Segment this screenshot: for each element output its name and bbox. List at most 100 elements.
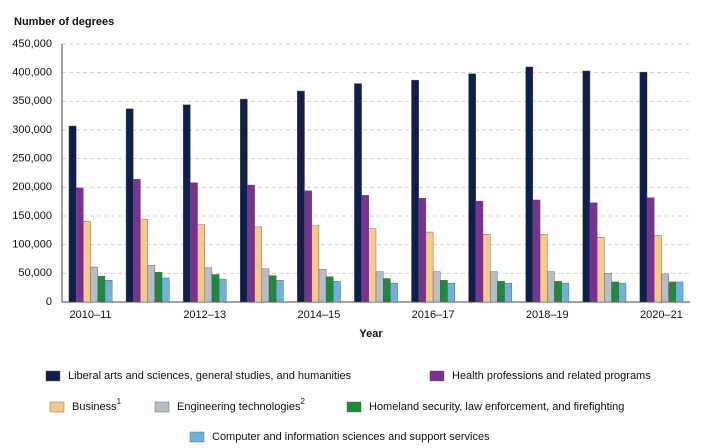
bar xyxy=(489,271,498,303)
bar xyxy=(504,282,512,303)
legend-footnote: 2 xyxy=(301,397,306,406)
x-tick-label: 2010–11 xyxy=(70,309,112,321)
bar xyxy=(582,70,591,303)
bar xyxy=(447,282,455,303)
bar xyxy=(539,234,548,303)
bar xyxy=(554,281,562,303)
bar xyxy=(646,197,655,303)
bar xyxy=(211,274,220,303)
legend-name: Engineering technologies xyxy=(177,401,301,413)
bar xyxy=(497,281,505,303)
bar xyxy=(140,219,148,303)
bar xyxy=(361,195,370,303)
bar xyxy=(375,271,384,303)
bar xyxy=(418,198,427,303)
bar xyxy=(204,267,213,303)
y-tick-label: 300,000 xyxy=(12,124,52,136)
bar xyxy=(390,282,398,303)
legend-name: Computer and information sciences and su… xyxy=(212,431,490,443)
bar xyxy=(247,184,255,303)
legend-swatch xyxy=(429,370,445,382)
bar xyxy=(318,269,327,303)
legend-footnote: 1 xyxy=(117,397,122,406)
bar xyxy=(547,271,555,303)
legend-name: Liberal arts and sciences, general studi… xyxy=(68,370,352,382)
bar xyxy=(268,275,277,303)
legend-label: Computer and information sciences and su… xyxy=(212,431,490,443)
bar xyxy=(218,278,227,303)
x-tick-label: 2018–19 xyxy=(526,309,569,321)
y-tick-label: 150,000 xyxy=(12,210,52,222)
bar xyxy=(125,108,134,303)
bar xyxy=(147,265,156,303)
bar xyxy=(311,225,320,303)
y-tick-label: 100,000 xyxy=(12,239,52,251)
bar xyxy=(97,276,106,303)
bar xyxy=(383,278,391,303)
bar xyxy=(561,282,570,303)
legend-name: Homeland security, law enforcement, and … xyxy=(369,401,624,413)
bar xyxy=(654,235,662,303)
bar xyxy=(197,224,205,303)
bar xyxy=(525,66,534,303)
legend-swatch xyxy=(49,401,65,413)
y-tick-label: 50,000 xyxy=(18,267,52,279)
legend-swatch xyxy=(45,370,61,382)
bar xyxy=(154,271,163,303)
bar xyxy=(368,228,377,303)
x-tick-label: 2014–15 xyxy=(297,309,340,321)
y-tick-label: 250,000 xyxy=(12,153,52,165)
bar xyxy=(90,266,98,303)
bar xyxy=(254,226,263,303)
bar xyxy=(240,98,248,303)
bar xyxy=(190,182,198,303)
bar xyxy=(604,273,612,303)
bar xyxy=(75,187,84,303)
bar xyxy=(276,280,284,303)
bar xyxy=(425,231,434,303)
legend-label: Business1 xyxy=(72,397,122,413)
legend-label: Engineering technologies2 xyxy=(177,397,306,413)
legend-name: Health professions and related programs xyxy=(452,370,651,382)
bar xyxy=(411,79,419,303)
bar xyxy=(261,268,270,303)
y-tick-label: 200,000 xyxy=(12,181,52,193)
legend-swatch xyxy=(189,431,205,443)
legend-name: Business xyxy=(72,401,117,413)
legend-label: Health professions and related programs xyxy=(452,370,651,382)
x-tick-label: 2016–17 xyxy=(412,309,455,321)
bar xyxy=(468,73,476,303)
bar xyxy=(133,179,141,303)
bar xyxy=(675,281,684,303)
x-tick-label: 2020–21 xyxy=(640,309,683,321)
x-axis-title: Year xyxy=(359,328,383,340)
bar xyxy=(482,234,491,303)
legend-label: Liberal arts and sciences, general studi… xyxy=(68,370,352,382)
y-tick-label: 0 xyxy=(46,296,52,308)
bar xyxy=(432,271,441,303)
bar xyxy=(668,281,677,303)
x-tick-label: 2012–13 xyxy=(183,309,226,321)
bar xyxy=(333,281,341,303)
bar xyxy=(104,280,113,303)
bar xyxy=(304,190,312,303)
bar xyxy=(618,282,627,303)
bar xyxy=(639,71,648,303)
bar xyxy=(68,125,77,303)
bar xyxy=(611,281,619,303)
legend-swatch xyxy=(154,401,170,413)
bar xyxy=(589,202,598,303)
bar xyxy=(354,83,362,303)
y-tick-label: 400,000 xyxy=(12,67,52,79)
y-tick-label: 450,000 xyxy=(12,38,52,50)
bar xyxy=(182,104,191,303)
legend-label: Homeland security, law enforcement, and … xyxy=(369,401,624,413)
bar xyxy=(532,199,541,303)
bar xyxy=(475,200,484,303)
bar xyxy=(440,280,448,303)
legend-swatch xyxy=(346,401,362,413)
y-tick-label: 350,000 xyxy=(12,95,52,107)
bar xyxy=(83,220,91,303)
y-axis-title: Number of degrees xyxy=(14,16,114,28)
